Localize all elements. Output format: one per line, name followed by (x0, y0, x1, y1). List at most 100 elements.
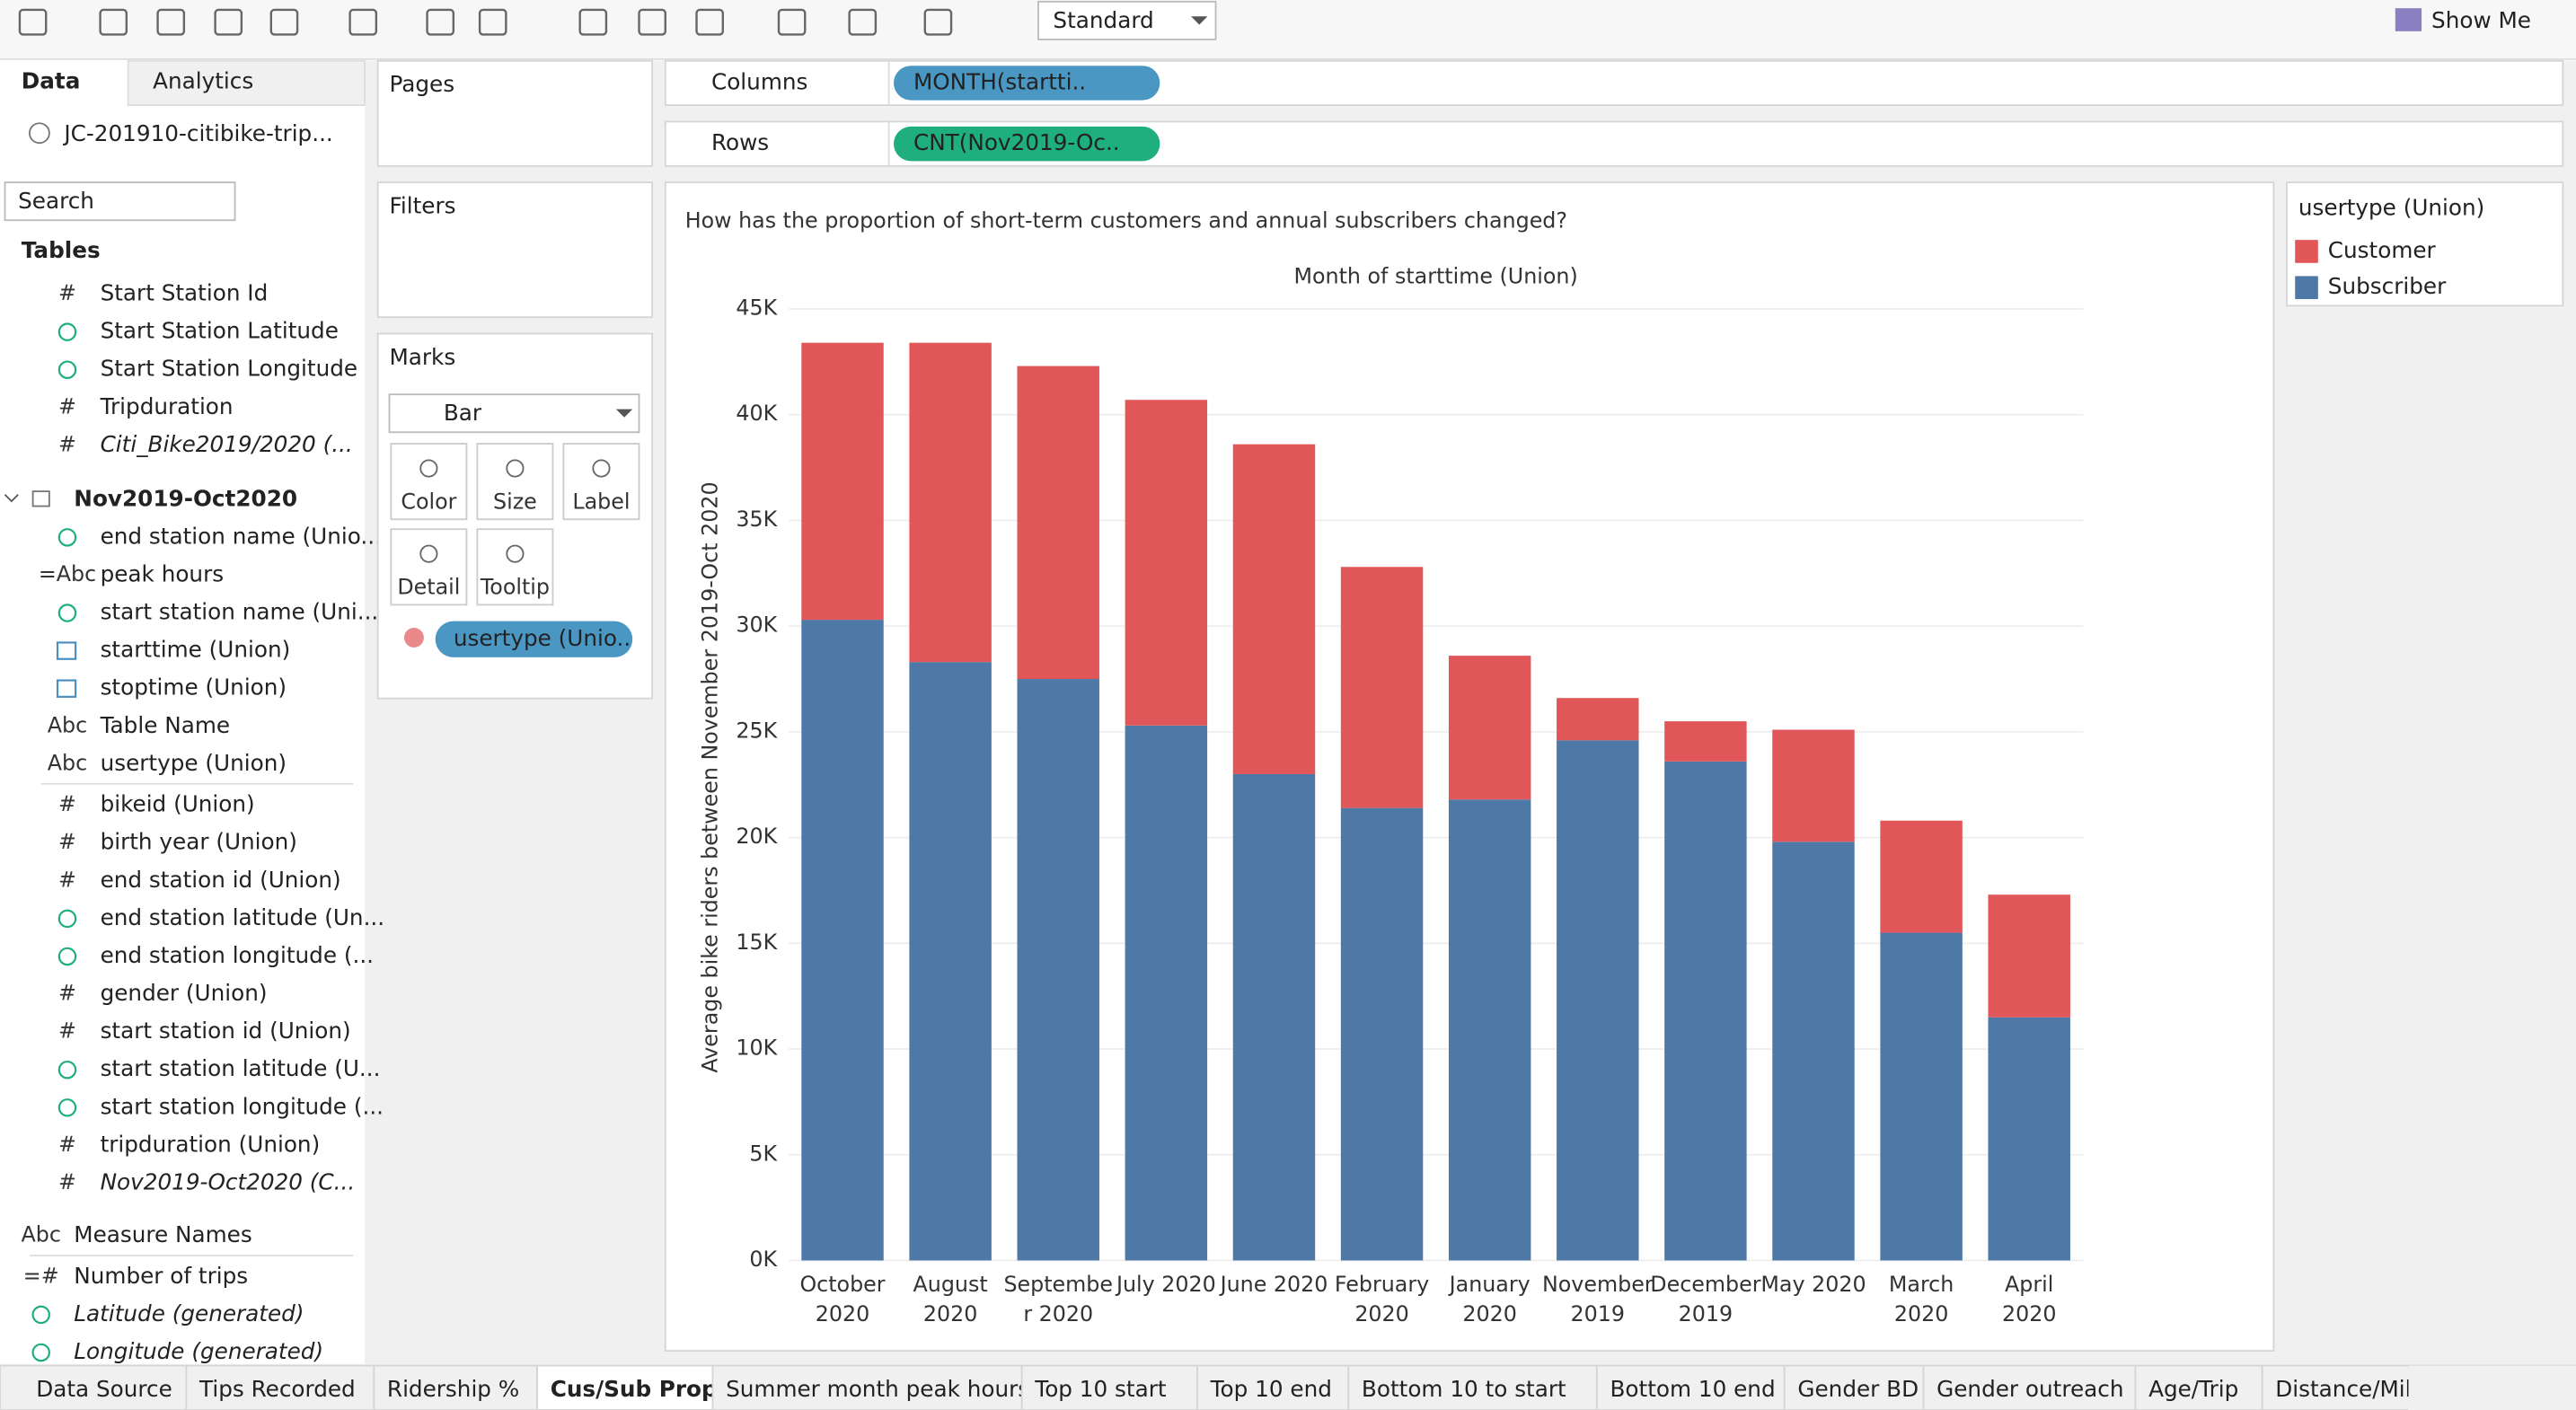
marks-button-label[interactable]: Tooltip (480, 575, 550, 600)
field[interactable]: start station id (Union) (101, 1018, 351, 1044)
toolbar-button[interactable] (848, 8, 878, 36)
marks-button[interactable] (476, 528, 554, 606)
field-type-icon: Abc (22, 1222, 61, 1247)
field[interactable]: birth year (Union) (101, 829, 297, 855)
field[interactable]: Nov2019-Oct2020 (C... (101, 1168, 356, 1194)
field[interactable]: Citi_Bike2019/2020 (... (101, 431, 353, 457)
toolbar-button[interactable] (426, 8, 455, 36)
shelf-label: Columns (711, 68, 807, 94)
field[interactable]: starttime (Union) (101, 637, 291, 663)
field[interactable]: Measure Names (74, 1221, 251, 1247)
sheet-tab[interactable] (1783, 1364, 1925, 1410)
show-me[interactable]: Show Me (2431, 7, 2531, 33)
field[interactable]: Start Station Id (101, 280, 269, 306)
marks-button[interactable] (476, 443, 554, 521)
y-tick-label: 45K (736, 295, 778, 321)
toolbar-button[interactable] (777, 8, 807, 36)
field[interactable]: Table Name (100, 712, 231, 738)
toolbar-button[interactable] (18, 8, 48, 36)
legend-swatch[interactable] (2295, 276, 2318, 300)
show-me-icon[interactable] (2395, 8, 2422, 31)
field[interactable]: usertype (Union) (101, 750, 287, 776)
sheet-tab-label: Summer month peak hours (726, 1376, 1029, 1402)
sheet-tab[interactable] (185, 1364, 375, 1410)
marks-button[interactable] (390, 528, 468, 606)
toolbar-button[interactable] (478, 8, 507, 36)
field[interactable]: end station name (Unio... (101, 523, 382, 549)
marks-button-label[interactable]: Size (493, 489, 537, 514)
field[interactable]: start station latitude (U... (101, 1055, 381, 1081)
field[interactable]: Longitude (generated) (74, 1338, 323, 1364)
y-tick-label: 0K (749, 1247, 778, 1272)
field[interactable]: Start Station Longitude (101, 356, 358, 382)
mark-type-dropdown[interactable] (388, 393, 640, 434)
field[interactable]: Number of trips (74, 1263, 248, 1289)
field[interactable]: end station latitude (Un... (101, 904, 385, 930)
field[interactable]: bikeid (Union) (101, 791, 255, 817)
search-box[interactable] (4, 181, 236, 222)
analytics-tab-label[interactable]: Analytics (153, 67, 253, 93)
table-icon (31, 490, 50, 507)
field[interactable]: Latitude (generated) (74, 1300, 304, 1326)
x-tick-label: December 2019 (1650, 1271, 1760, 1326)
toolbar-button[interactable] (578, 8, 608, 36)
data-source-name[interactable]: JC-201910-citibike-trip... (62, 120, 332, 146)
field[interactable]: start station longitude (... (101, 1093, 384, 1119)
field[interactable]: gender (Union) (101, 980, 268, 1006)
shelf-label: Rows (711, 129, 769, 155)
sheet-tab[interactable] (2134, 1364, 2263, 1410)
sheet-tab-label: Bottom 10 end (1610, 1376, 1776, 1402)
marks-button[interactable] (562, 443, 640, 521)
field[interactable]: end station id (Union) (101, 867, 341, 893)
marks-button-label[interactable]: Color (401, 489, 456, 514)
field-type-icon: # (58, 280, 76, 305)
sheet-tab[interactable] (1922, 1364, 2137, 1410)
fit-dropdown[interactable] (1037, 0, 1217, 40)
marks-button-label[interactable]: Detail (397, 575, 460, 600)
toolbar-button[interactable] (156, 8, 186, 36)
shelf-pill[interactable] (894, 126, 1160, 162)
sheet-tab-label: Top 10 end (1210, 1376, 1332, 1402)
bar-segment (1988, 1017, 2070, 1261)
geo-icon (57, 1060, 77, 1080)
toolbar-button[interactable] (348, 8, 378, 36)
toolbar-button[interactable] (269, 8, 299, 36)
field[interactable]: Tripduration (100, 393, 234, 419)
marks-button[interactable] (390, 443, 468, 521)
sheet-tab-label: Gender outreach (1936, 1376, 2123, 1402)
mark-type: Bar (444, 400, 482, 426)
toolbar-button[interactable] (923, 8, 953, 36)
color-dot (403, 627, 424, 648)
toolbar-button[interactable] (695, 8, 724, 36)
toolbar-button[interactable] (638, 8, 666, 36)
sheet-tab[interactable] (1020, 1364, 1198, 1410)
field-type-icon: =# (23, 1263, 59, 1288)
field[interactable]: start station name (Uni... (101, 599, 379, 625)
legend-swatch[interactable] (2295, 240, 2318, 263)
field[interactable]: Start Station Latitude (101, 318, 339, 344)
data-tab[interactable]: Data (22, 67, 81, 93)
new-sheet-buttons[interactable] (2408, 1365, 2576, 1410)
usertype-pill[interactable] (435, 621, 633, 657)
x-tick-label: June 2020 (1219, 1271, 1328, 1296)
analytics-tab[interactable] (127, 59, 366, 107)
toolbar-button[interactable] (99, 8, 128, 36)
field[interactable]: end station longitude (... (101, 942, 374, 968)
field[interactable]: peak hours (101, 560, 225, 586)
legend-label[interactable]: Customer (2328, 237, 2437, 263)
legend-label[interactable]: Subscriber (2328, 273, 2447, 299)
geo-icon (57, 1098, 77, 1117)
sheet-tab[interactable] (711, 1364, 1023, 1410)
field[interactable]: stoptime (Union) (101, 674, 287, 701)
sheet-tab[interactable] (1595, 1364, 1786, 1410)
sheet-tab[interactable] (1347, 1364, 1598, 1410)
marks-button-label[interactable]: Label (572, 489, 630, 514)
shelf-pill[interactable] (894, 66, 1160, 101)
x-tick-label: October 2020 (799, 1271, 885, 1326)
sheet-tab[interactable] (536, 1364, 714, 1410)
sheet-tab[interactable] (0, 1364, 188, 1410)
field[interactable]: tripduration (Union) (101, 1131, 321, 1157)
marks-button-icon (592, 459, 611, 478)
sheet-tab[interactable] (1196, 1364, 1350, 1410)
toolbar-button[interactable] (214, 8, 243, 36)
